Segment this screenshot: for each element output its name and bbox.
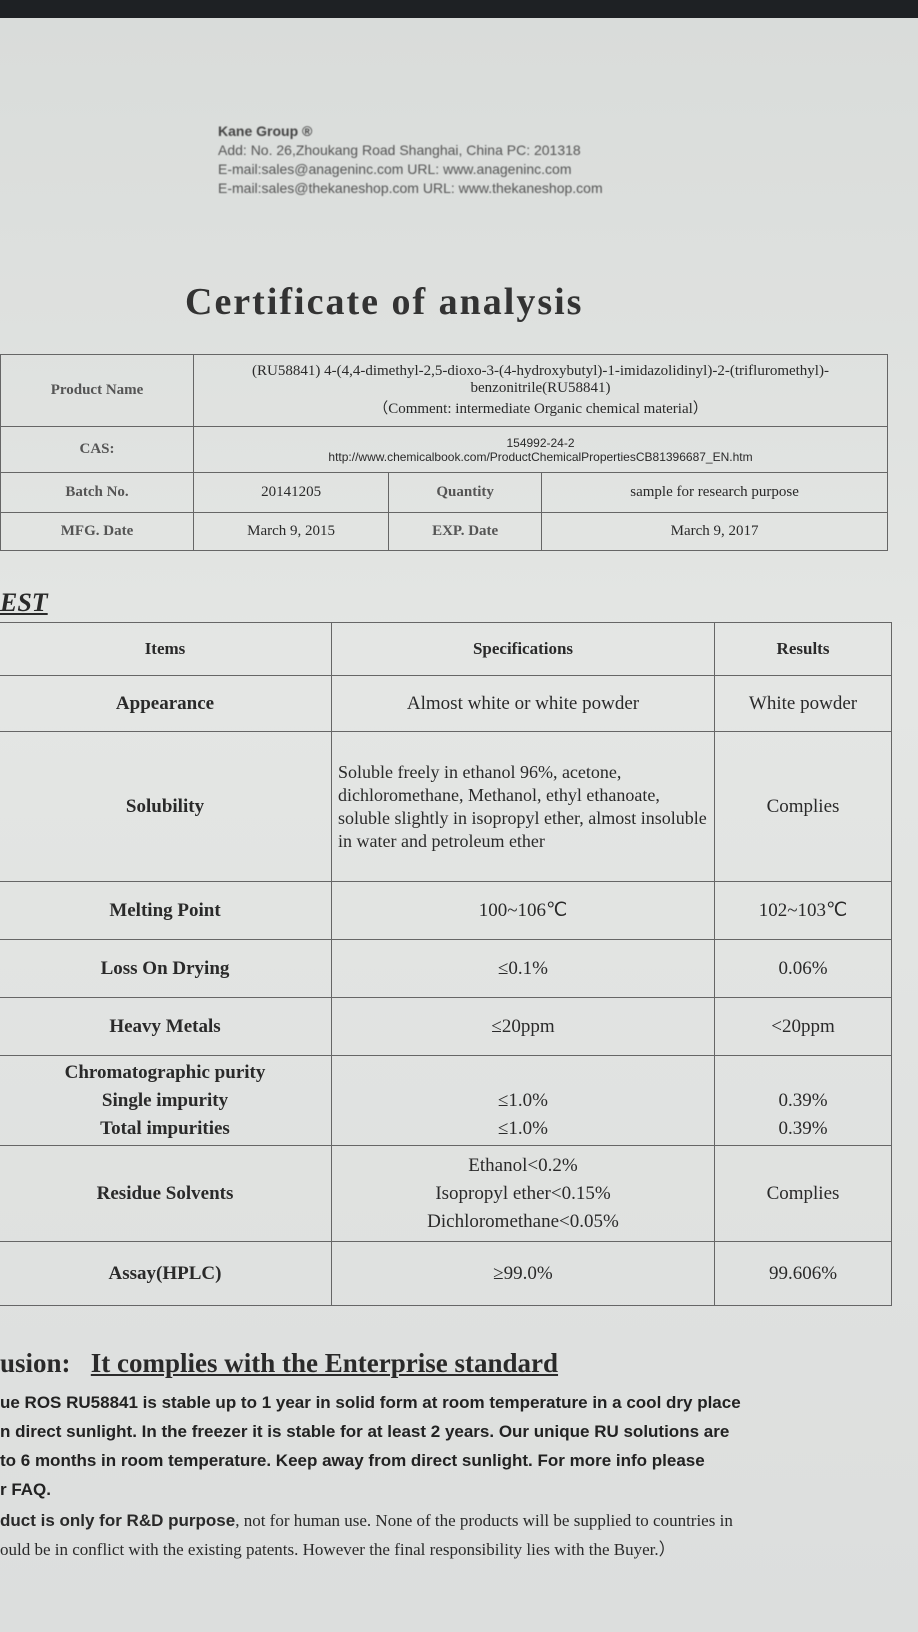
- company-name: Kane Group ®: [218, 123, 313, 139]
- result: <20ppm: [714, 997, 892, 1056]
- header-specifications: Specifications: [331, 622, 715, 676]
- spec: ≥99.0%: [331, 1241, 715, 1306]
- note-line: ue ROS RU58841 is stable up to 1 year in…: [0, 1393, 741, 1412]
- product-name-value: (RU58841) 4-(4,4-dimethyl-2,5-dioxo-3-(4…: [193, 354, 888, 427]
- spec: 100~106℃: [331, 881, 715, 940]
- spec: ≤0.1%: [331, 939, 715, 998]
- exp-label: EXP. Date: [388, 512, 543, 551]
- conclusion-label: usion:: [0, 1348, 71, 1378]
- result: White powder: [714, 675, 892, 732]
- quantity-label: Quantity: [388, 472, 543, 513]
- test-heading: EST: [0, 588, 48, 617]
- conclusion: usion: It complies with the Enterprise s…: [0, 1348, 558, 1379]
- product-name-text: (RU58841) 4-(4,4-dimethyl-2,5-dioxo-3-(4…: [252, 363, 829, 396]
- mfg-label: MFG. Date: [0, 512, 194, 551]
- spec-sub: ≤1.0%: [497, 1089, 548, 1111]
- storage-notes: ue ROS RU58841 is stable up to 1 year in…: [0, 1388, 918, 1504]
- document-page: Kane Group ® Add: No. 26,Zhoukang Road S…: [0, 18, 918, 1632]
- item: Loss On Drying: [0, 939, 332, 998]
- disclaimer-bold: duct is only for R&D purpose: [0, 1511, 236, 1530]
- table-row: Appearance Almost white or white powder Wh…: [0, 675, 892, 732]
- conclusion-text: It complies with the Enterprise standard: [90, 1348, 559, 1378]
- spec-line: Dichloromethane<0.05%: [427, 1210, 619, 1232]
- table-row: Residue Solvents Ethanol<0.2% Isopropyl et…: [0, 1145, 892, 1242]
- item: Heavy Metals: [0, 997, 332, 1056]
- company-email-1: E-mail:sales@anageninc.com URL: www.anag…: [218, 161, 572, 177]
- table-row: Melting Point 100~106℃ 102~103℃: [0, 881, 892, 940]
- item: Assay(HPLC): [0, 1241, 332, 1306]
- result: Complies: [714, 1145, 892, 1242]
- company-header: Kane Group ® Add: No. 26,Zhoukang Road S…: [218, 122, 603, 198]
- cas-value: 154992-24-2 http://www.chemicalbook.com/P…: [193, 426, 888, 473]
- cas-label: CAS:: [0, 426, 194, 473]
- spec-sub: ≤1.0%: [497, 1117, 548, 1139]
- disclaimer-text: , not for human use. None of the product…: [235, 1511, 733, 1530]
- result: 102~103℃: [714, 881, 892, 940]
- table-row: Solubility Soluble freely in ethanol 96%,…: [0, 731, 892, 882]
- item-sub: Single impurity: [101, 1089, 229, 1111]
- result: 99.606%: [714, 1241, 892, 1306]
- spec: Almost white or white powder: [331, 675, 715, 732]
- item: Chromatographic purity Single impurity Tot…: [0, 1055, 332, 1146]
- item-sub: Total impurities: [100, 1117, 230, 1139]
- spec: ≤1.0% ≤1.0%: [331, 1055, 715, 1146]
- result: Complies: [714, 731, 892, 882]
- quantity-value: sample for research purpose: [541, 472, 888, 513]
- item: Solubility: [0, 731, 332, 882]
- table-row: Loss On Drying ≤0.1% 0.06%: [0, 939, 892, 998]
- note-line: to 6 months in room temperature. Keep aw…: [0, 1451, 705, 1470]
- batch-label: Batch No.: [0, 472, 194, 513]
- exp-value: March 9, 2017: [541, 512, 888, 551]
- spec: Soluble freely in ethanol 96%, acetone, …: [331, 731, 715, 882]
- product-info-table: Product Name (RU58841) 4-(4,4-dimethyl-2…: [0, 354, 888, 551]
- spec-line: Ethanol<0.2%: [468, 1154, 578, 1176]
- result: 0.06%: [714, 939, 892, 998]
- company-email-2: E-mail:sales@thekaneshop.com URL: www.th…: [218, 180, 603, 196]
- product-comment: （Comment: intermediate Organic chemical …: [373, 401, 708, 417]
- result-sub: 0.39%: [778, 1089, 828, 1111]
- note-line: r FAQ.: [0, 1480, 52, 1499]
- company-address: Add: No. 26,Zhoukang Road Shanghai, Chin…: [218, 142, 581, 158]
- table-row: Assay(HPLC) ≥99.0% 99.606%: [0, 1241, 892, 1306]
- spec: ≤20ppm: [331, 997, 715, 1056]
- header-items: Items: [0, 622, 332, 676]
- product-name-label: Product Name: [0, 354, 194, 427]
- item: Appearance: [0, 675, 332, 732]
- batch-value: 20141205: [192, 472, 390, 513]
- note-line: n direct sunlight. In the freezer it is …: [0, 1422, 730, 1441]
- table-row: Heavy Metals ≤20ppm <20ppm: [0, 997, 892, 1056]
- spec: Ethanol<0.2% Isopropyl ether<0.15% Dichlor…: [331, 1145, 715, 1242]
- item: Residue Solvents: [0, 1145, 332, 1242]
- table-row: Chromatographic purity Single impurity Tot…: [0, 1055, 892, 1146]
- mfg-value: March 9, 2015: [192, 512, 390, 551]
- cas-number: 154992-24-2: [506, 435, 575, 450]
- page-title: Certificate of analysis: [185, 281, 584, 323]
- disclaimer-line: ould be in conflict with the existing pa…: [0, 1540, 676, 1559]
- spec-line: Isopropyl ether<0.15%: [435, 1182, 611, 1204]
- test-results-table: Items Specifications Results Appearance Alm…: [0, 622, 892, 1306]
- cas-url: http://www.chemicalbook.com/ProductChemi…: [328, 449, 753, 464]
- result-sub: 0.39%: [778, 1117, 828, 1139]
- result: 0.39% 0.39%: [714, 1055, 892, 1146]
- item-group: Chromatographic purity: [64, 1061, 266, 1083]
- disclaimer: duct is only for R&D purpose, not for hu…: [0, 1506, 733, 1564]
- item: Melting Point: [0, 881, 332, 940]
- header-results: Results: [714, 622, 892, 676]
